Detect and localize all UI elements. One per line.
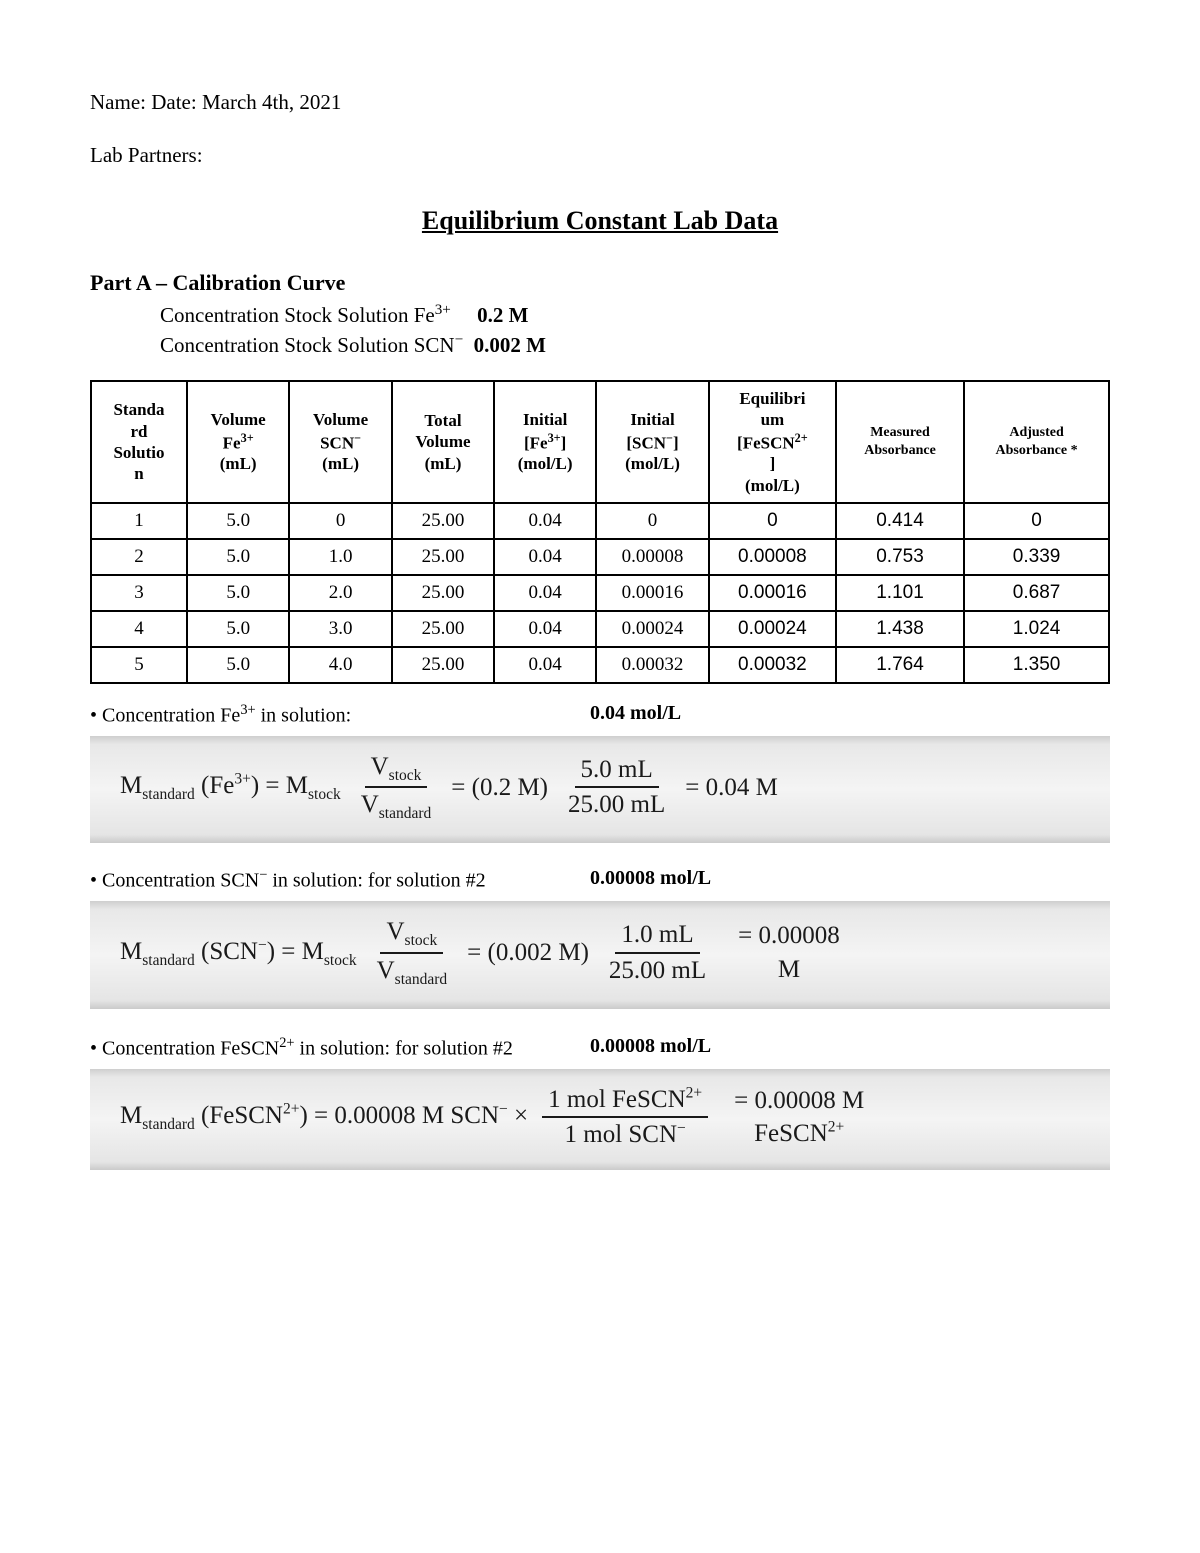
cell-ife: 0.04 bbox=[494, 503, 596, 539]
cell-eq: 0.00008 bbox=[709, 539, 836, 575]
cell-vscn: 3.0 bbox=[289, 611, 391, 647]
cell-n: 5 bbox=[91, 647, 187, 683]
note-fe: • Concentration Fe3+ in solution: 0.04 m… bbox=[90, 702, 1110, 728]
table-row: 45.03.025.000.040.000240.000241.4381.024 bbox=[91, 611, 1109, 647]
col-standard: StandardSolution bbox=[91, 381, 187, 503]
calc-fescn: Mstandard (FeSCN2+) = 0.00008 M SCN− × 1… bbox=[90, 1069, 1110, 1171]
col-init-scn: Initial[SCN−](mol/L) bbox=[596, 381, 709, 503]
col-init-fe: Initial[Fe3+](mol/L) bbox=[494, 381, 596, 503]
cell-eq: 0.00032 bbox=[709, 647, 836, 683]
cell-n: 4 bbox=[91, 611, 187, 647]
note-scn-value: 0.00008 mol/L bbox=[590, 867, 711, 893]
cell-vfe: 5.0 bbox=[187, 647, 289, 683]
cell-eq: 0.00024 bbox=[709, 611, 836, 647]
calibration-table: StandardSolution VolumeFe3+(mL) VolumeSC… bbox=[90, 380, 1110, 684]
cell-vscn: 1.0 bbox=[289, 539, 391, 575]
table-row: 15.0025.000.04000.4140 bbox=[91, 503, 1109, 539]
cell-iscn: 0.00032 bbox=[596, 647, 709, 683]
cell-adj: 1.350 bbox=[964, 647, 1109, 683]
cell-vfe: 5.0 bbox=[187, 503, 289, 539]
calc-fe: Mstandard (Fe3+) = Mstock VstockVstandar… bbox=[90, 736, 1110, 844]
cell-vfe: 5.0 bbox=[187, 575, 289, 611]
col-vol-fe: VolumeFe3+(mL) bbox=[187, 381, 289, 503]
table-row: 35.02.025.000.040.000160.000161.1010.687 bbox=[91, 575, 1109, 611]
note-scn: • Concentration SCN− in solution: for so… bbox=[90, 867, 1110, 893]
cell-vfe: 5.0 bbox=[187, 611, 289, 647]
cell-adj: 0 bbox=[964, 503, 1109, 539]
cell-adj: 0.339 bbox=[964, 539, 1109, 575]
col-eq-fescn: Equilibrium[FeSCN2+](mol/L) bbox=[709, 381, 836, 503]
part-a-heading: Part A – Calibration Curve bbox=[90, 270, 1110, 296]
cell-eq: 0 bbox=[709, 503, 836, 539]
cell-vtot: 25.00 bbox=[392, 647, 494, 683]
cell-adj: 1.024 bbox=[964, 611, 1109, 647]
cell-iscn: 0 bbox=[596, 503, 709, 539]
name-date: Name: Date: March 4th, 2021 bbox=[90, 90, 1110, 115]
cell-vtot: 25.00 bbox=[392, 539, 494, 575]
stock-fe-value: 0.2 M bbox=[477, 303, 528, 328]
cell-iscn: 0.00008 bbox=[596, 539, 709, 575]
cell-meas: 1.101 bbox=[836, 575, 964, 611]
cell-iscn: 0.00024 bbox=[596, 611, 709, 647]
stock-fe-label: Concentration Stock Solution Fe bbox=[160, 303, 435, 327]
table-header-row: StandardSolution VolumeFe3+(mL) VolumeSC… bbox=[91, 381, 1109, 503]
col-vol-total: TotalVolume(mL) bbox=[392, 381, 494, 503]
stock-scn-label: Concentration Stock Solution SCN bbox=[160, 333, 455, 357]
lab-partners: Lab Partners: bbox=[90, 143, 1110, 168]
stock-scn-line: Concentration Stock Solution SCN− 0.002 … bbox=[160, 332, 1110, 358]
cell-n: 3 bbox=[91, 575, 187, 611]
cell-ife: 0.04 bbox=[494, 647, 596, 683]
cell-meas: 0.753 bbox=[836, 539, 964, 575]
calc-scn: Mstandard (SCN−) = Mstock VstockVstandar… bbox=[90, 901, 1110, 1009]
cell-vscn: 0 bbox=[289, 503, 391, 539]
cell-vtot: 25.00 bbox=[392, 611, 494, 647]
cell-eq: 0.00016 bbox=[709, 575, 836, 611]
cell-vscn: 4.0 bbox=[289, 647, 391, 683]
cell-vtot: 25.00 bbox=[392, 503, 494, 539]
cell-ife: 0.04 bbox=[494, 539, 596, 575]
cell-n: 1 bbox=[91, 503, 187, 539]
cell-vtot: 25.00 bbox=[392, 575, 494, 611]
note-fescn-value: 0.00008 mol/L bbox=[590, 1035, 711, 1061]
cell-n: 2 bbox=[91, 539, 187, 575]
cell-vscn: 2.0 bbox=[289, 575, 391, 611]
table-row: 25.01.025.000.040.000080.000080.7530.339 bbox=[91, 539, 1109, 575]
col-adjusted-abs: AdjustedAbsorbance * bbox=[964, 381, 1109, 503]
col-measured-abs: MeasuredAbsorbance bbox=[836, 381, 964, 503]
cell-adj: 0.687 bbox=[964, 575, 1109, 611]
table-row: 55.04.025.000.040.000320.000321.7641.350 bbox=[91, 647, 1109, 683]
cell-meas: 0.414 bbox=[836, 503, 964, 539]
stock-scn-value: 0.002 M bbox=[474, 333, 546, 358]
cell-ife: 0.04 bbox=[494, 575, 596, 611]
col-vol-scn: VolumeSCN−(mL) bbox=[289, 381, 391, 503]
cell-ife: 0.04 bbox=[494, 611, 596, 647]
stock-fe-line: Concentration Stock Solution Fe3+ 0.2 M bbox=[160, 302, 1110, 328]
note-fescn: • Concentration FeSCN2+ in solution: for… bbox=[90, 1035, 1110, 1061]
cell-meas: 1.438 bbox=[836, 611, 964, 647]
page-title: Equilibrium Constant Lab Data bbox=[90, 206, 1110, 236]
note-fe-value: 0.04 mol/L bbox=[590, 702, 681, 728]
cell-meas: 1.764 bbox=[836, 647, 964, 683]
cell-vfe: 5.0 bbox=[187, 539, 289, 575]
cell-iscn: 0.00016 bbox=[596, 575, 709, 611]
